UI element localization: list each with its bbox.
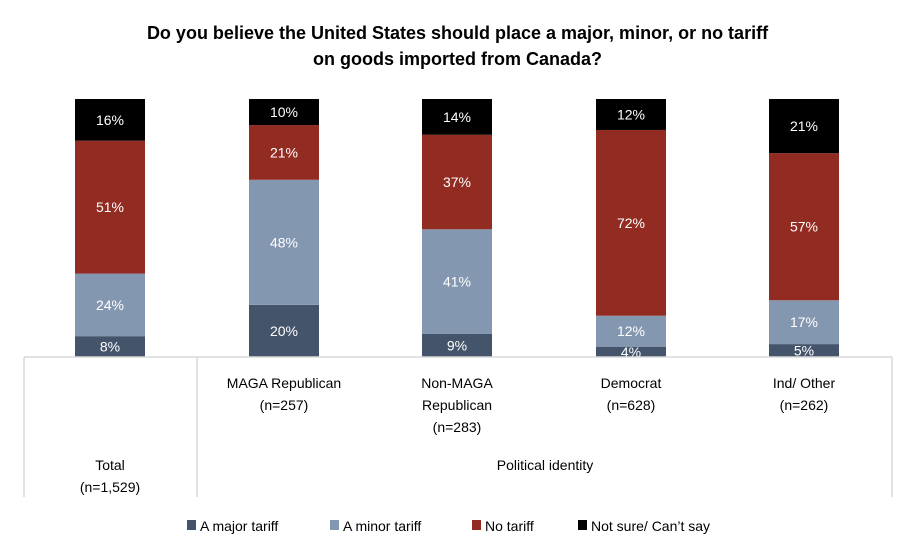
legend-swatch <box>330 520 339 530</box>
data-label: 24% <box>96 297 124 313</box>
bar-segment <box>249 99 319 126</box>
legend-swatch <box>187 520 196 530</box>
data-label: 9% <box>447 338 467 354</box>
data-label: 41% <box>443 274 471 290</box>
category-label: (n=257) <box>260 397 309 413</box>
data-label: 21% <box>270 144 298 160</box>
bar-segment <box>249 304 319 357</box>
bar-segment <box>75 336 145 357</box>
bar-segment <box>75 140 145 274</box>
data-label: 72% <box>617 215 645 231</box>
data-label: 48% <box>270 234 298 250</box>
category-label: (n=262) <box>780 397 829 413</box>
chart-title-line-1: Do you believe the United States should … <box>146 23 769 43</box>
data-label: 12% <box>617 106 645 122</box>
bar-segment <box>769 153 839 301</box>
legend-swatch <box>578 520 587 530</box>
bar-segment <box>769 344 839 357</box>
chart-title-line-2: on goods imported from Canada? <box>312 49 602 69</box>
data-label: 14% <box>443 109 471 125</box>
bar-segment <box>75 99 145 141</box>
bar-segment <box>249 179 319 305</box>
data-label: 51% <box>96 199 124 215</box>
bar-segment <box>422 334 492 357</box>
data-label: 16% <box>96 112 124 128</box>
bar-segment <box>422 99 492 135</box>
data-label: 5% <box>794 343 814 359</box>
data-label: 21% <box>790 118 818 134</box>
category-label: Republican <box>422 397 492 413</box>
bar-segment <box>596 129 666 316</box>
group-label: Political identity <box>497 457 594 473</box>
category-label: Ind/ Other <box>773 375 836 391</box>
category-label: Non-MAGA <box>421 375 493 391</box>
data-label: 4% <box>621 344 641 360</box>
legend-label: Not sure/ Can’t say <box>591 518 710 534</box>
bar-segment <box>596 315 666 347</box>
data-label: 10% <box>270 104 298 120</box>
bar-segment <box>769 300 839 345</box>
legend-swatch <box>472 520 481 530</box>
bar-segment <box>596 346 666 357</box>
data-label: 17% <box>790 314 818 330</box>
data-label: 20% <box>270 323 298 339</box>
legend-label: A major tariff <box>200 518 278 534</box>
data-label: 57% <box>790 219 818 235</box>
legend-label: A minor tariff <box>343 518 421 534</box>
category-label: (n=283) <box>433 419 482 435</box>
bar-segment <box>769 99 839 154</box>
category-label: (n=1,529) <box>80 479 140 495</box>
bar-segment <box>249 125 319 180</box>
data-label: 37% <box>443 174 471 190</box>
category-label: Total <box>95 457 125 473</box>
bar-segment <box>422 134 492 230</box>
category-label: MAGA Republican <box>227 375 341 391</box>
bar-segment <box>596 99 666 130</box>
data-label: 12% <box>617 323 645 339</box>
bar-segment <box>75 273 145 337</box>
bar-segment <box>422 229 492 335</box>
data-label: 8% <box>100 339 120 355</box>
legend-label: No tariff <box>485 518 534 534</box>
category-label: (n=628) <box>607 397 656 413</box>
category-label: Democrat <box>601 375 662 391</box>
